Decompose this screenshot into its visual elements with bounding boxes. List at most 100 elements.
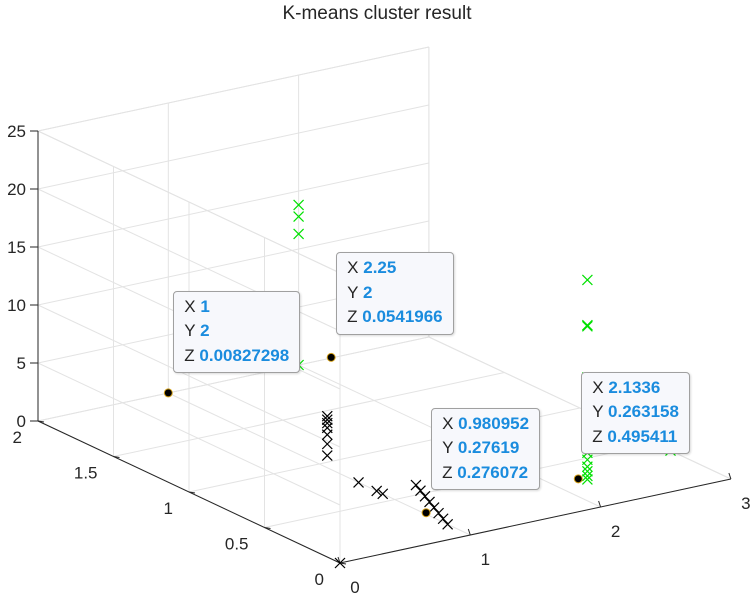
data-point-x [581,465,593,477]
datatip-key: X [347,258,364,278]
data-point-x [581,319,593,331]
y-tick-label: 0.5 [225,535,249,554]
grid-line-z-side [37,362,341,506]
datatip-key: Y [184,321,201,341]
datatip-row: Z 0.0541966 [347,305,442,330]
grid-line-y-floor [113,372,505,457]
data-point-x [415,485,426,497]
datatip-key: Z [184,345,200,365]
marker-stroke [353,477,364,488]
data-point-x [293,211,305,222]
datatip-value: 2.25 [363,258,397,278]
datatip-row: Y 0.263158 [592,400,679,425]
data-point-x [353,477,364,488]
datatip-row: Y 2 [347,281,442,306]
datatip-key: X [592,377,609,397]
data-point-x [293,199,305,211]
datatip[interactable]: X 2.1336 Y 0.263158 Z 0.495411 [581,371,690,455]
datatip-row: Z 0.276072 [442,461,529,486]
datatip-row: X 1 [184,295,289,320]
datatip-key: Z [347,307,363,327]
marker-stroke [581,465,593,477]
data-point-x [442,518,454,530]
marker-stroke [321,450,333,462]
datatip-anchor-point [326,352,336,362]
y-tick-mark [264,527,271,529]
data-point-x [334,557,346,569]
grid-line-z-side [37,304,341,448]
z-tick-label: 0 [17,412,26,431]
data-point-x [293,228,305,240]
y-tick-label: 1 [164,499,173,518]
datatip-row: Z 0.495411 [592,425,679,450]
datatip-row: Y 2 [184,319,289,344]
data-point-x [377,488,389,500]
x-tick-mark [598,500,602,508]
datatip-row: X 0.980952 [442,412,529,437]
datatip[interactable]: X 0.980952 Y 0.27619 Z 0.276072 [431,407,541,491]
datatip-value: 1 [200,296,210,316]
data-point-x [371,485,383,497]
marker-stroke [377,488,389,500]
z-tick-label: 15 [7,238,26,257]
datatip-row: X 2.25 [347,256,442,281]
y-tick-label: 1.5 [74,464,98,483]
y-tick-mark [37,420,45,423]
data-point-x [437,513,449,525]
grid-line-z-back [37,104,430,190]
marker-stroke [371,485,383,497]
grid-line-z-back [37,220,430,306]
data-point-x [581,461,593,473]
z-tick-label: 20 [7,180,26,199]
marker-stroke [581,319,593,331]
datatip-key: Z [442,462,458,482]
marker-stroke [581,474,593,485]
box-edge [428,336,732,480]
z-tick-label: 5 [17,354,26,373]
data-point-x [581,470,593,482]
x-tick-label: 0 [350,578,359,595]
data-point-x [581,474,593,485]
box-edge [37,130,341,274]
datatip-row: Y 0.27619 [442,436,529,461]
datatip-value: 0.263158 [608,402,679,422]
datatip-value: 0.0541966 [362,307,443,327]
datatip-key: Y [592,402,609,422]
marker-stroke [442,518,454,530]
datatip-anchor-point [421,508,431,518]
datatip-row: X 2.1336 [592,376,679,401]
grid-line-z-back [37,162,430,248]
marker-stroke [293,228,305,240]
marker-stroke [321,410,333,422]
marker-stroke [428,502,440,513]
marker-stroke [410,479,422,491]
marker-stroke [293,199,305,211]
marker-stroke [437,513,449,525]
chart-axes [30,130,732,565]
datatip-key: Z [592,426,608,446]
x-tick-mark [728,472,732,480]
datatip-key: Y [347,282,363,302]
data-point-x [321,422,333,434]
marker-stroke [321,414,333,426]
grid-line-z-back [37,336,430,422]
data-point-x [581,274,593,286]
data-point-x [321,414,333,426]
y-tick-mark [113,456,120,458]
data-point-x [321,438,333,450]
datatip-key: X [184,296,201,316]
datatip-value: 2.1336 [608,377,661,397]
data-point-x [428,502,440,513]
x-tick-label: 2 [611,522,620,541]
datatip-value: 0.980952 [458,413,530,433]
x-axis-line [339,478,732,564]
x-tick-label: 3 [741,494,750,513]
chart-title: K-means cluster result [282,3,472,24]
y-tick-label: 0 [315,570,324,589]
marker-stroke [334,557,346,569]
y-tick-label: 2 [13,428,22,447]
data-point-x [581,320,593,332]
